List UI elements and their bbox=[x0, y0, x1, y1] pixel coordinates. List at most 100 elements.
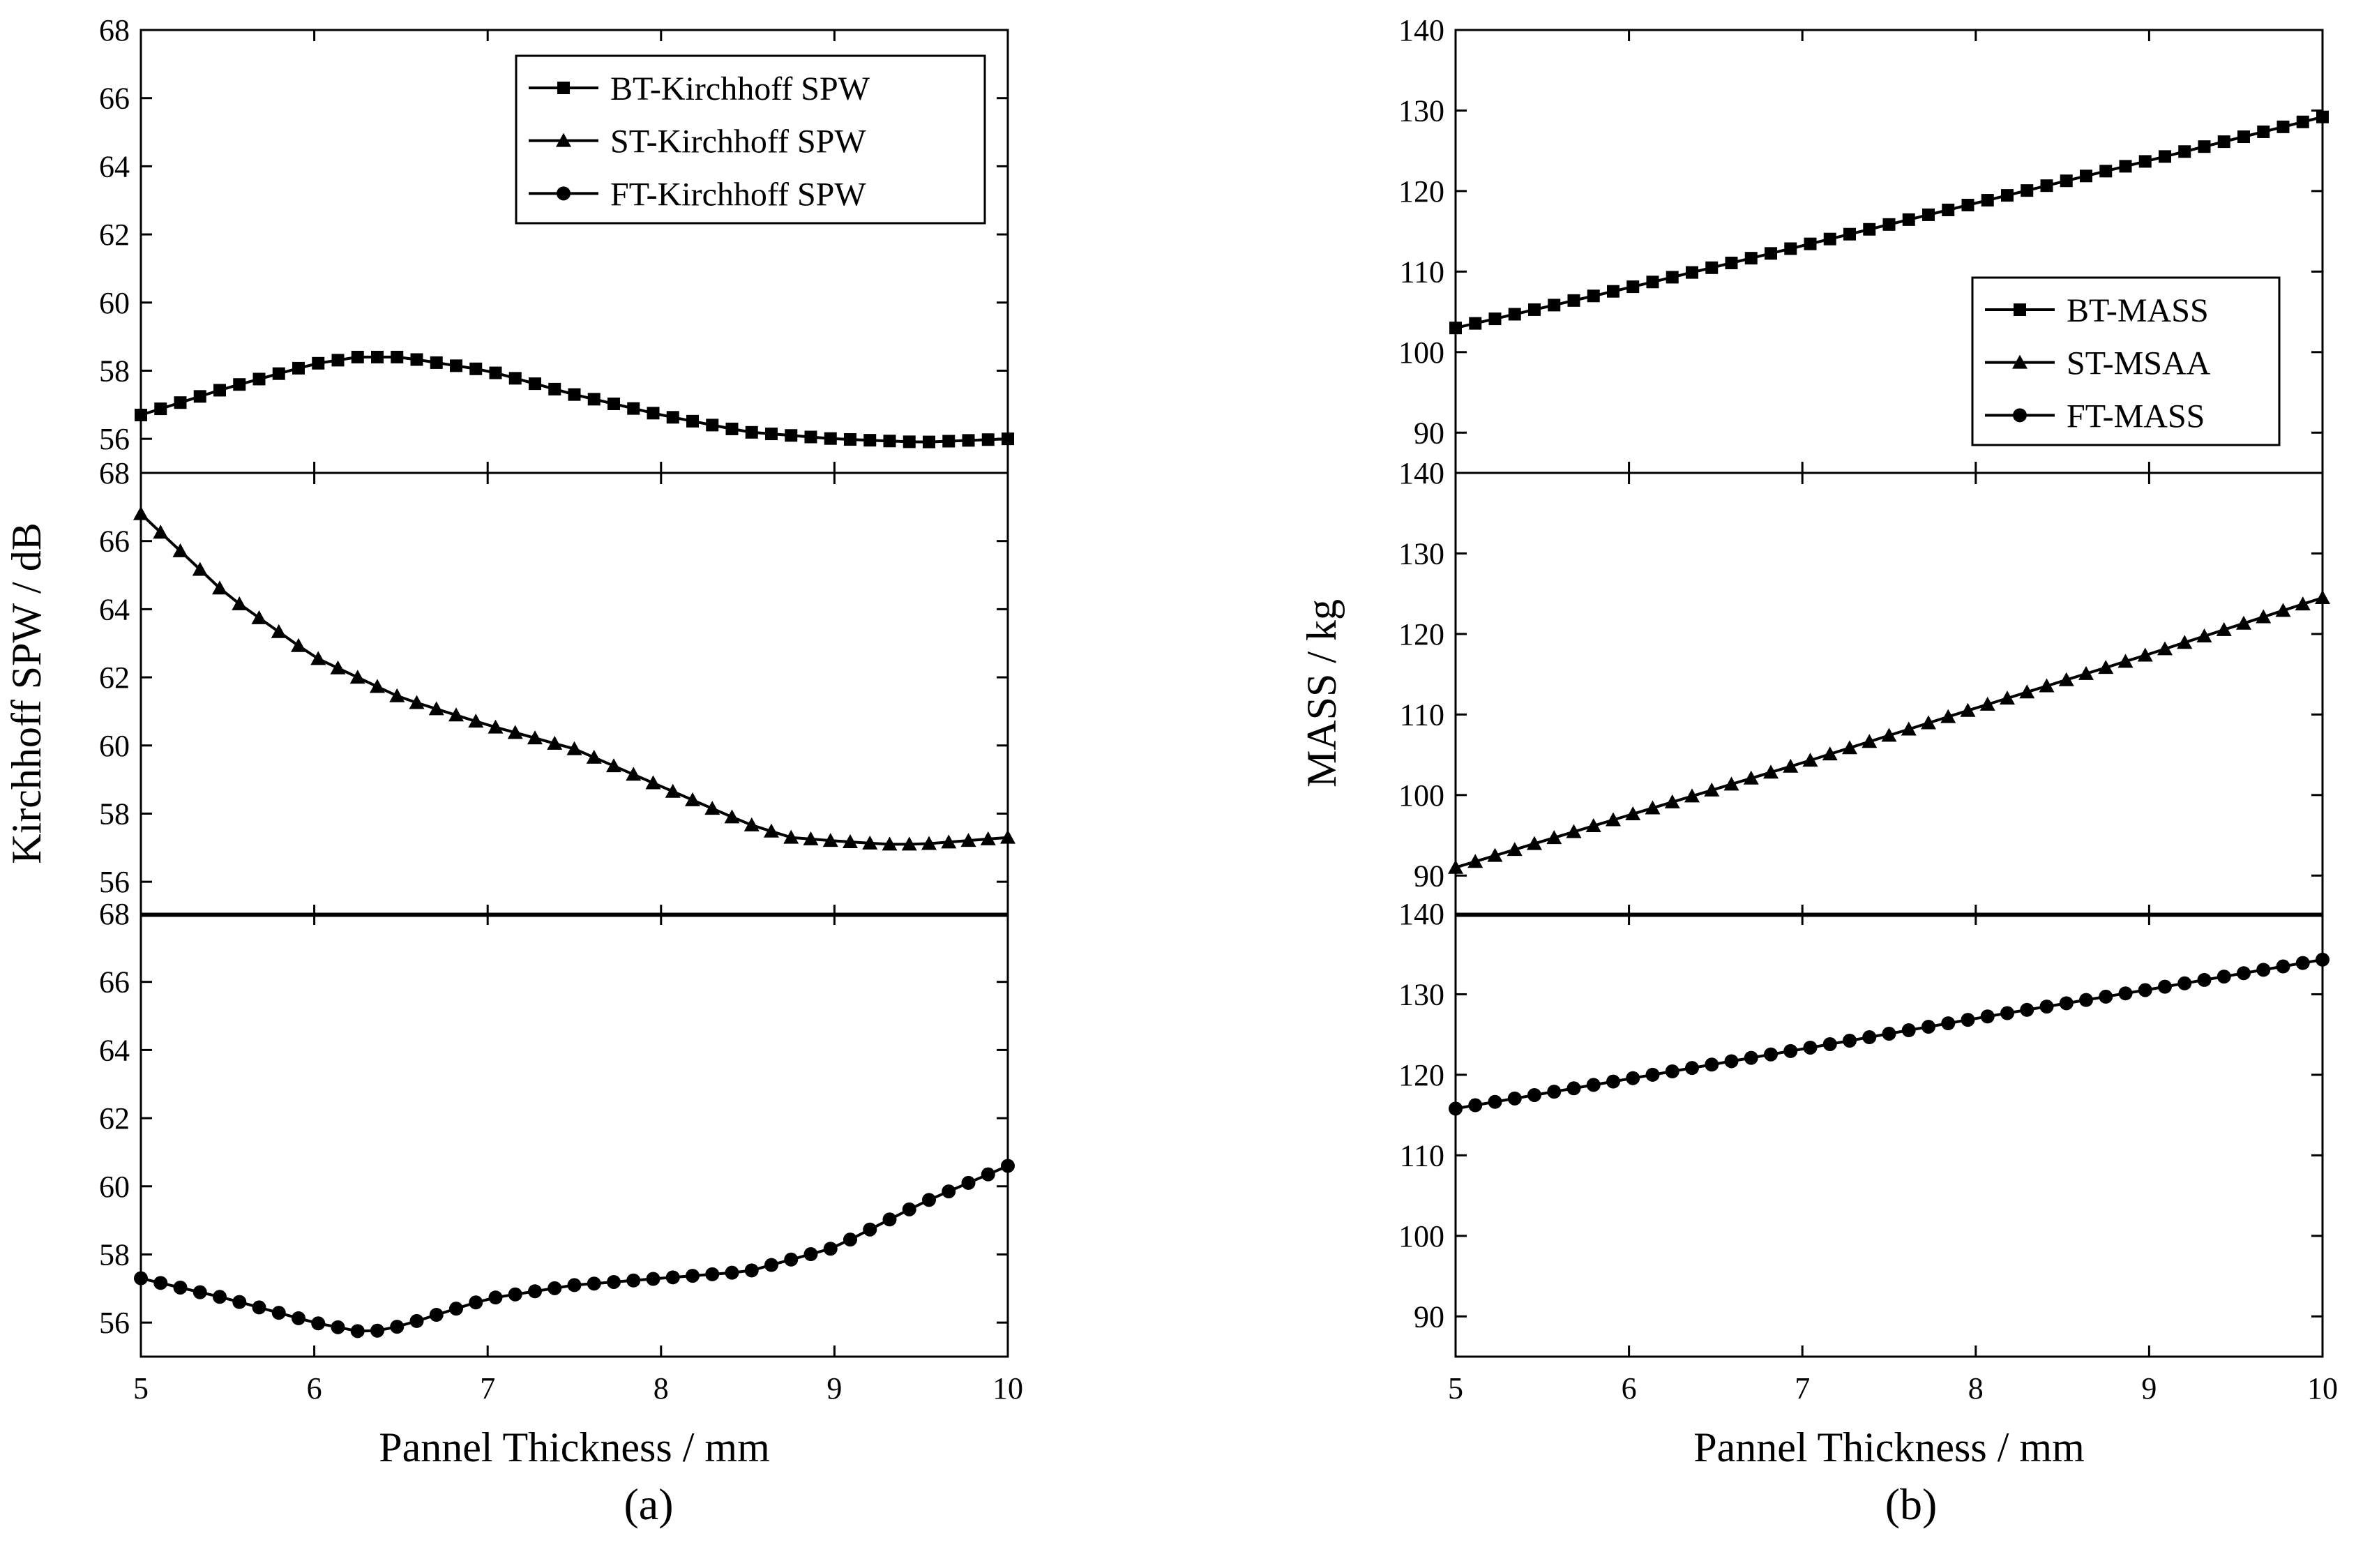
data-point bbox=[310, 651, 326, 665]
data-point bbox=[1961, 1013, 1975, 1027]
data-point bbox=[133, 506, 149, 520]
data-point bbox=[882, 1212, 897, 1227]
data-point bbox=[2276, 959, 2290, 974]
data-point bbox=[1528, 303, 1541, 316]
data-point bbox=[1723, 776, 1739, 791]
data-point bbox=[213, 384, 226, 397]
data-point bbox=[626, 767, 642, 781]
data-point bbox=[784, 1252, 799, 1267]
data-point bbox=[2118, 986, 2133, 1001]
y-tick-label: 140 bbox=[1398, 456, 1444, 490]
data-point bbox=[2296, 115, 2309, 128]
data-point bbox=[1862, 734, 1878, 748]
data-point bbox=[2000, 1006, 2014, 1020]
data-point bbox=[1942, 203, 1955, 216]
data-point bbox=[2058, 672, 2074, 686]
y-tick-label: 90 bbox=[1414, 1299, 1444, 1334]
data-point bbox=[2158, 979, 2172, 994]
data-point bbox=[2040, 179, 2053, 193]
data-point bbox=[2197, 972, 2212, 987]
data-point bbox=[1585, 818, 1601, 833]
data-point bbox=[566, 741, 582, 755]
data-point bbox=[1704, 782, 1720, 797]
data-point bbox=[903, 435, 916, 448]
data-point bbox=[1488, 1094, 1502, 1109]
chart-b-panel-2: 90 100 110 120 130 140 bbox=[1398, 456, 2330, 917]
legend-item: ST-Kirchhoff SPW bbox=[529, 123, 866, 160]
data-point bbox=[706, 419, 719, 432]
data-point bbox=[312, 356, 325, 370]
data-point bbox=[1744, 252, 1758, 265]
data-point bbox=[567, 1278, 582, 1292]
data-point bbox=[646, 1272, 660, 1286]
data-point bbox=[233, 378, 246, 391]
data-point bbox=[2256, 609, 2272, 624]
data-point bbox=[1546, 830, 1562, 845]
data-point bbox=[2237, 130, 2250, 144]
data-point bbox=[2001, 189, 2014, 202]
x-tick-label: 5 bbox=[133, 1371, 149, 1405]
x-tick-label: 6 bbox=[307, 1371, 322, 1405]
data-point bbox=[1882, 1027, 1896, 1041]
data-point bbox=[410, 353, 423, 366]
data-point bbox=[1961, 199, 1974, 212]
data-point bbox=[1744, 1050, 1758, 1065]
data-point bbox=[2236, 615, 2251, 630]
y-tick-label: 64 bbox=[99, 1033, 130, 1067]
data-point bbox=[1467, 854, 1483, 868]
legend-label: BT-MASS bbox=[2067, 292, 2209, 329]
data-point bbox=[547, 735, 563, 750]
data-point bbox=[529, 377, 541, 391]
data-point bbox=[2039, 1000, 2054, 1014]
data-point bbox=[349, 670, 365, 684]
data-point bbox=[1547, 1085, 1562, 1099]
data-point bbox=[1587, 289, 1600, 303]
data-point bbox=[1607, 285, 1619, 298]
data-point bbox=[2080, 169, 2092, 183]
data-point bbox=[2021, 184, 2034, 197]
data-point bbox=[351, 350, 364, 363]
data-point bbox=[2315, 589, 2330, 604]
y-tick-label: 66 bbox=[99, 82, 130, 116]
data-point bbox=[1725, 256, 1738, 269]
data-point bbox=[370, 679, 385, 693]
data-point bbox=[2159, 150, 2171, 163]
data-point bbox=[1646, 276, 1659, 289]
y-tick-label: 66 bbox=[99, 965, 130, 1000]
data-point bbox=[2059, 996, 2074, 1011]
data-point bbox=[1724, 1054, 1739, 1069]
data-point bbox=[292, 361, 305, 375]
legend-label: FT-Kirchhoff SPW bbox=[610, 176, 866, 213]
data-point bbox=[1665, 1064, 1679, 1079]
plot-frame bbox=[139, 912, 1009, 1358]
x-axis-title: Pannel Thickness / mm bbox=[379, 1424, 770, 1470]
data-point bbox=[1508, 308, 1521, 321]
data-point bbox=[725, 422, 739, 435]
data-point bbox=[468, 714, 484, 728]
data-point bbox=[744, 1263, 759, 1278]
data-point bbox=[488, 719, 504, 734]
y-tick-label: 68 bbox=[99, 897, 130, 931]
data-point bbox=[2217, 135, 2230, 149]
data-point bbox=[1921, 715, 1936, 730]
data-point bbox=[606, 758, 621, 773]
data-point bbox=[2138, 983, 2152, 997]
legend-marker bbox=[2013, 408, 2027, 423]
data-point bbox=[785, 429, 798, 442]
data-point bbox=[1468, 1098, 1483, 1113]
data-point bbox=[1901, 1023, 1916, 1038]
y-tick-label: 130 bbox=[1398, 536, 1444, 571]
legend-item: FT-Kirchhoff SPW bbox=[529, 176, 866, 213]
data-point bbox=[271, 1306, 286, 1320]
x-tick-label: 8 bbox=[654, 1371, 669, 1405]
data-point bbox=[843, 1232, 857, 1247]
y-tick-label: 100 bbox=[1398, 778, 1444, 813]
chart-b-panel-1: 90 100 110 120 130 140 bbox=[1398, 13, 2329, 474]
y-tick-label: 110 bbox=[1400, 1138, 1444, 1173]
data-point bbox=[883, 435, 896, 448]
chart-a-panel-2: 56 58 60 62 64 66 68 bbox=[99, 456, 1015, 917]
y-tick-label: 90 bbox=[1414, 416, 1444, 450]
data-point bbox=[665, 783, 681, 798]
data-point bbox=[902, 1202, 916, 1216]
